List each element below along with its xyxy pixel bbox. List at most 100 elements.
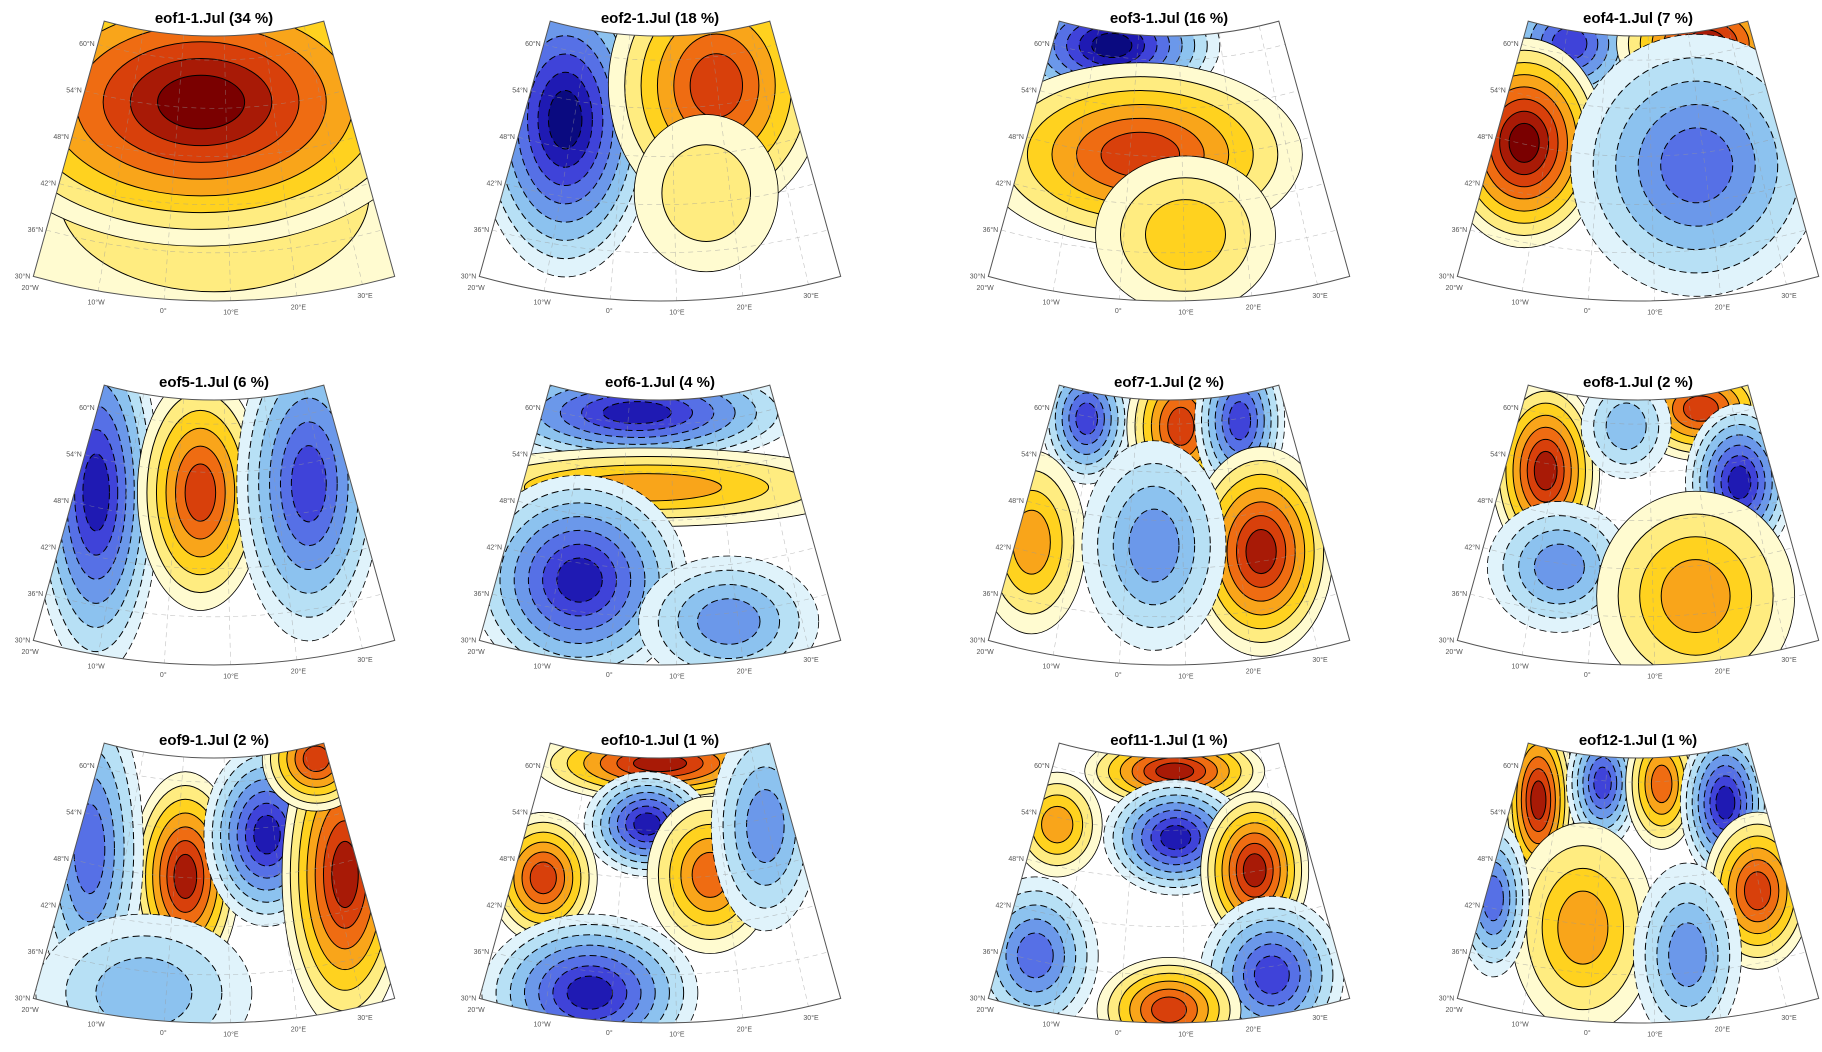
lat-label: 54°N (1021, 87, 1037, 95)
meridian (749, 25, 809, 285)
meridian (749, 389, 809, 649)
parallel (84, 812, 344, 831)
meridian (543, 751, 590, 1014)
parallel (1039, 90, 1299, 109)
parallel (1483, 905, 1793, 927)
contour (1530, 780, 1547, 820)
contour (547, 89, 583, 150)
meridian (264, 32, 298, 296)
parallel (1026, 136, 1312, 157)
lat-label: 54°N (512, 451, 528, 459)
lon-label: 0° (606, 671, 613, 679)
lat-label: 60°N (1503, 762, 1519, 770)
parallel (71, 500, 357, 521)
lat-label: 30°N (1439, 994, 1455, 1002)
lon-label: 0° (1115, 307, 1122, 315)
parallel (530, 90, 790, 109)
meridian (543, 393, 590, 656)
contour (661, 144, 752, 242)
map-frame (1456, 20, 1820, 302)
map-panel: eof7-1.Jul (2 %) 60°N 54°N 48°N 42°N 36°N 30°N… (970, 374, 1351, 681)
map-frame (32, 742, 396, 1024)
meridian (163, 756, 185, 1022)
lat-label: 48°N (53, 855, 69, 863)
parallel (59, 547, 369, 569)
parallel (1052, 766, 1286, 783)
lon-label: 10°W (88, 663, 106, 671)
contour (1650, 764, 1673, 804)
lon-label: 10°E (669, 1031, 685, 1039)
panel-title: eof9-1.Jul (2 %) (159, 732, 269, 749)
lat-label: 60°N (79, 762, 95, 770)
contour (1682, 395, 1719, 422)
parallel (1014, 905, 1324, 927)
contour (1144, 199, 1226, 270)
meridian (1647, 399, 1655, 665)
parallel (543, 766, 777, 783)
lat-label: 30°N (970, 636, 986, 644)
meridian (710, 32, 744, 296)
contour (1167, 406, 1195, 446)
meridian (97, 393, 144, 656)
lat-label: 36°N (983, 590, 999, 598)
lon-label: 20°E (1715, 304, 1731, 312)
lat-label: 36°N (28, 948, 44, 956)
lat-label: 60°N (1034, 762, 1050, 770)
meridian (1521, 29, 1568, 292)
meridian (1587, 398, 1609, 664)
meridian (1118, 756, 1140, 1022)
contour (1605, 402, 1647, 451)
lat-label: 54°N (1021, 451, 1037, 459)
panel-title: eof4-1.Jul (7 %) (1583, 10, 1693, 27)
lon-label: 10°E (1178, 1031, 1194, 1039)
meridian (264, 396, 298, 660)
lon-label: 20°E (737, 304, 753, 312)
meridian (669, 35, 677, 301)
meridian (1258, 389, 1318, 649)
lat-label: 48°N (1008, 133, 1024, 141)
contour (1041, 805, 1074, 844)
lat-label: 42°N (40, 543, 56, 551)
parallel (84, 90, 344, 109)
meridian (1688, 32, 1722, 296)
lon-label: 10°E (669, 673, 685, 681)
lat-label: 36°N (28, 590, 44, 598)
lon-label: 20°W (468, 1006, 486, 1014)
lat-label: 42°N (40, 901, 56, 909)
lat-label: 48°N (499, 497, 515, 505)
lon-label: 20°W (22, 648, 40, 656)
contour (1228, 401, 1252, 441)
contour (1012, 509, 1051, 575)
lat-label: 36°N (1452, 590, 1468, 598)
meridian (1647, 35, 1655, 301)
meridian (264, 754, 298, 1018)
lon-label: 10°W (534, 663, 552, 671)
parallel (59, 183, 369, 205)
map-panel: eof5-1.Jul (6 %) 60°N 54°N 48°N 42°N 36°N 30°N… (15, 374, 396, 681)
lon-label: 10°W (1043, 299, 1061, 307)
lat-label: 60°N (79, 40, 95, 48)
contour (1533, 543, 1585, 591)
map-frame (987, 742, 1351, 1024)
lon-label: 0° (1584, 307, 1591, 315)
lat-label: 48°N (499, 855, 515, 863)
lon-label: 20°E (737, 1026, 753, 1034)
lat-label: 48°N (1008, 497, 1024, 505)
map-panel: eof9-1.Jul (2 %) 60°N 54°N 48°N 42°N 36°N 30°N… (15, 732, 396, 1039)
meridian (223, 757, 231, 1023)
contour (1159, 824, 1192, 851)
contour (1533, 450, 1558, 491)
parallel (1508, 454, 1768, 473)
contour (1128, 508, 1180, 583)
lat-label: 54°N (66, 87, 82, 95)
meridian (1587, 34, 1609, 300)
lon-label: 10°E (1647, 673, 1663, 681)
map-frame (987, 384, 1351, 666)
lon-label: 0° (606, 1029, 613, 1037)
contour (1660, 127, 1734, 204)
contour (1715, 785, 1736, 820)
parallel (1483, 183, 1793, 205)
lon-label: 30°E (803, 1014, 819, 1022)
lat-label: 60°N (1034, 404, 1050, 412)
